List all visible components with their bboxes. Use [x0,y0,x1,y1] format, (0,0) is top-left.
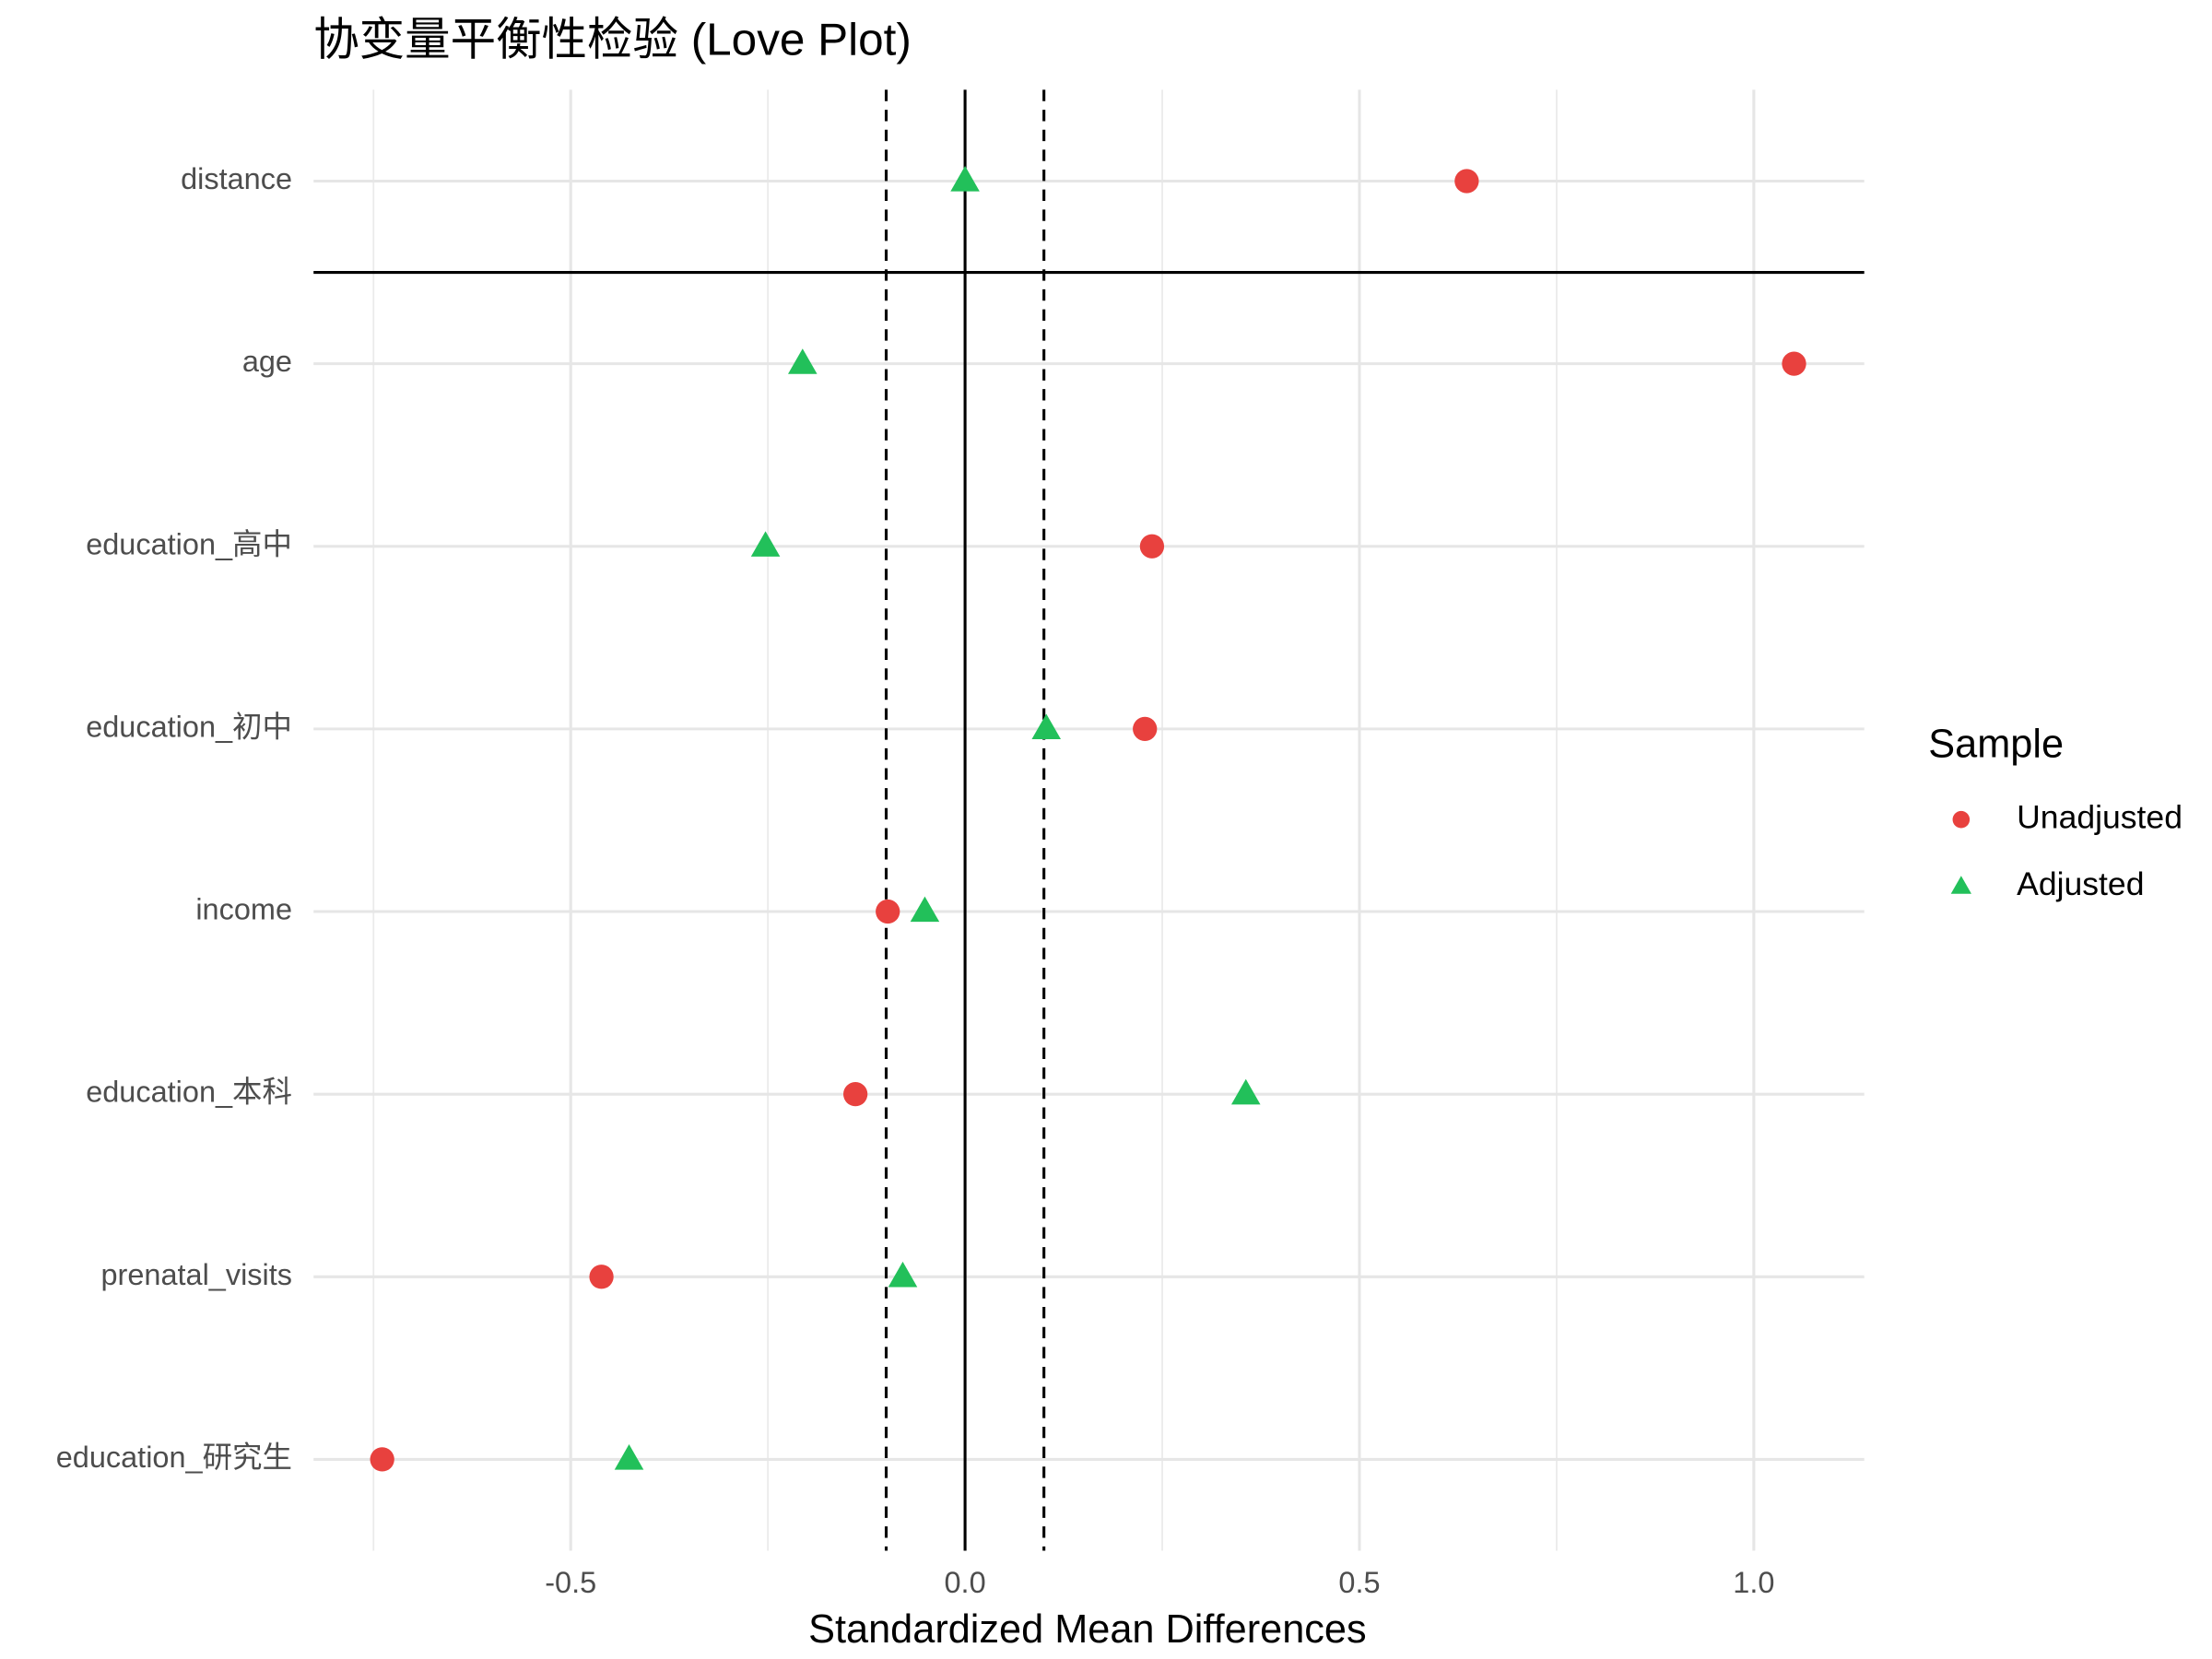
point-circle [589,1265,614,1289]
x-axis-label: Standardized Mean Differences [808,1607,1367,1652]
point-triangle [1031,713,1062,740]
point-circle [1952,810,1971,829]
y-tick-label: prenatal_visits [100,1258,292,1291]
x-tick-label: 0.0 [945,1566,986,1599]
legend-label: Unadjusted [2017,799,2183,836]
point-triangle [614,1443,644,1470]
point-circle [1133,716,1158,742]
y-tick-label: education_初中 [86,710,292,743]
point-triangle [788,348,818,374]
point-circle [370,1447,394,1472]
y-tick-label: distance [181,162,292,195]
legend-title: Sample [1928,723,2064,767]
y-tick-label: education_高中 [86,527,292,560]
point-circle [1782,351,1806,376]
y-tick-label: education_本科 [86,1076,292,1109]
point-triangle [750,531,781,557]
point-triangle [888,1261,918,1288]
point-triangle [1950,876,1971,894]
x-tick-label: 1.0 [1733,1566,1774,1599]
point-circle [1454,169,1479,194]
point-triangle [950,166,980,192]
point-circle [842,1082,868,1107]
y-tick-label: age [242,345,292,378]
chart-title: 协变量平衡性检验 (Love Plot) [313,14,912,65]
y-tick-label: income [195,893,292,926]
y-tick-label: education_研究生 [56,1441,292,1474]
legend-label: Adjusted [2017,865,2144,902]
x-tick-label: -0.5 [545,1566,596,1599]
point-triangle [910,896,940,923]
point-circle [1139,534,1165,559]
point-circle [876,899,900,924]
x-tick-label: 0.5 [1338,1566,1380,1599]
point-triangle [1230,1078,1261,1105]
